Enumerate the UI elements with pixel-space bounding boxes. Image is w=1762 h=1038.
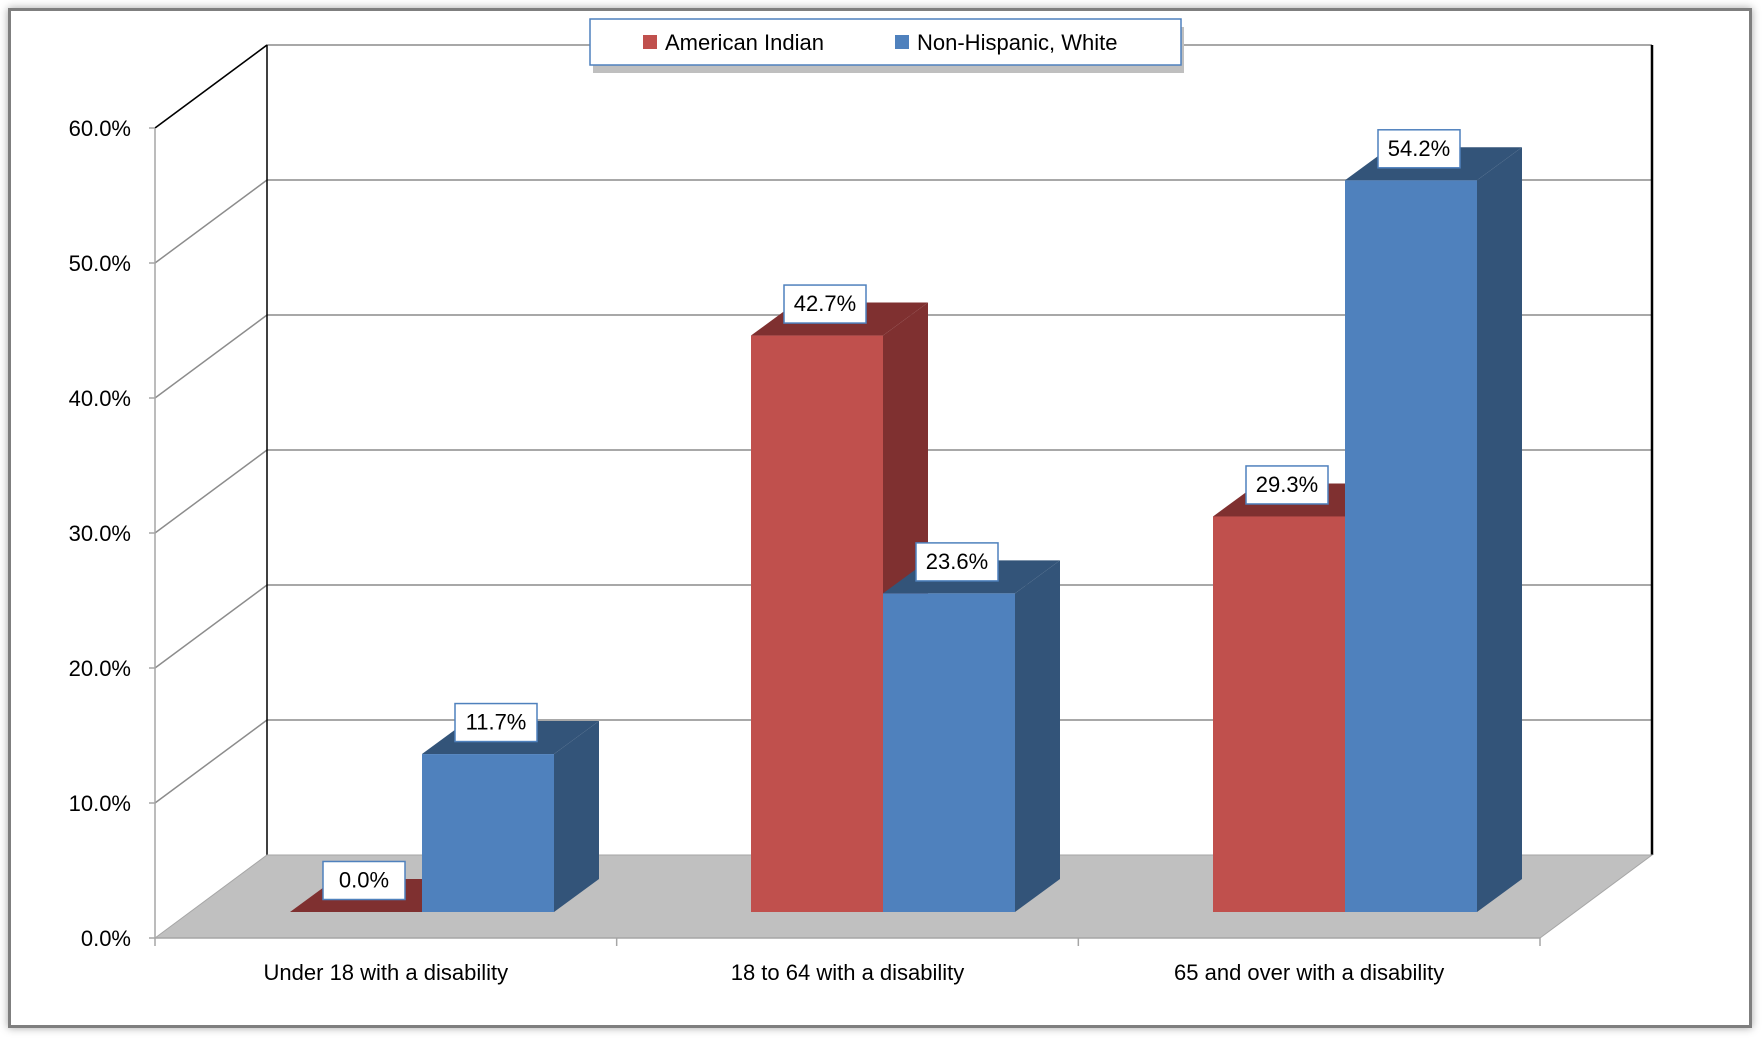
side-gridline <box>154 314 268 399</box>
data-label: 23.6% <box>915 542 999 582</box>
legend-swatch <box>643 35 657 49</box>
bar-front-face <box>1213 516 1345 912</box>
legend-swatch <box>895 35 909 49</box>
bar-front-face <box>751 335 883 912</box>
data-label-text: 11.7% <box>466 710 527 735</box>
bar-front-face <box>1345 180 1477 913</box>
x-tick-label: 65 and over with a disability <box>1174 960 1444 985</box>
y-tick-label: 40.0% <box>69 386 131 411</box>
data-label-box <box>915 542 999 582</box>
bar <box>883 560 1060 912</box>
legend-label: American Indian <box>665 30 824 55</box>
bar-side-face <box>554 721 599 912</box>
data-label-box <box>1245 465 1329 505</box>
data-label-text: 0.0% <box>339 868 389 893</box>
bars <box>290 147 1522 913</box>
data-label: 11.7% <box>454 702 538 743</box>
x-tick-label: 18 to 64 with a disability <box>731 960 965 985</box>
y-tick-label: 30.0% <box>69 521 131 546</box>
y-axis: 0.0% 10.0% 20.0% 30.0% 40.0% 50.0% 60.0% <box>69 116 156 951</box>
side-wall-top-edge <box>154 44 268 129</box>
data-label: 54.2% <box>1377 129 1461 169</box>
data-label-box <box>783 284 867 324</box>
side-gridline <box>154 584 268 669</box>
data-label-box <box>1377 129 1461 169</box>
data-label: 42.7% <box>783 284 867 324</box>
legend: American Indian Non-Hispanic, White <box>589 18 1184 73</box>
y-tick-label: 60.0% <box>69 116 131 141</box>
bar-front-face <box>883 593 1015 912</box>
data-label: 29.3% <box>1245 465 1329 505</box>
x-tick-label: Under 18 with a disability <box>264 960 509 985</box>
x-axis: Under 18 with a disability 18 to 64 with … <box>154 937 1541 985</box>
legend-label: Non-Hispanic, White <box>917 30 1118 55</box>
y-tick-label: 0.0% <box>81 926 131 951</box>
data-labels: 0.0% 42.7% 29.3% 11.7% 23.6% 54.2% <box>322 129 1461 901</box>
bar <box>1345 147 1522 913</box>
bar-side-face <box>1477 147 1522 913</box>
data-label: 0.0% <box>322 860 406 901</box>
bar-front-face <box>422 754 554 912</box>
data-label-text: 23.6% <box>926 549 988 574</box>
y-tick-label: 20.0% <box>69 656 131 681</box>
legend-box <box>589 18 1182 66</box>
data-label-text: 54.2% <box>1388 136 1450 161</box>
data-label-text: 29.3% <box>1256 472 1318 497</box>
bar <box>422 721 599 912</box>
side-gridline <box>154 719 268 804</box>
bar-side-face <box>1015 560 1060 912</box>
y-tick-label: 50.0% <box>69 251 131 276</box>
data-label-box <box>322 860 406 901</box>
y-tick-label: 10.0% <box>69 791 131 816</box>
data-label-box <box>454 702 538 743</box>
side-gridline <box>154 179 268 264</box>
data-label-text: 42.7% <box>794 291 856 316</box>
side-gridline <box>154 449 268 534</box>
